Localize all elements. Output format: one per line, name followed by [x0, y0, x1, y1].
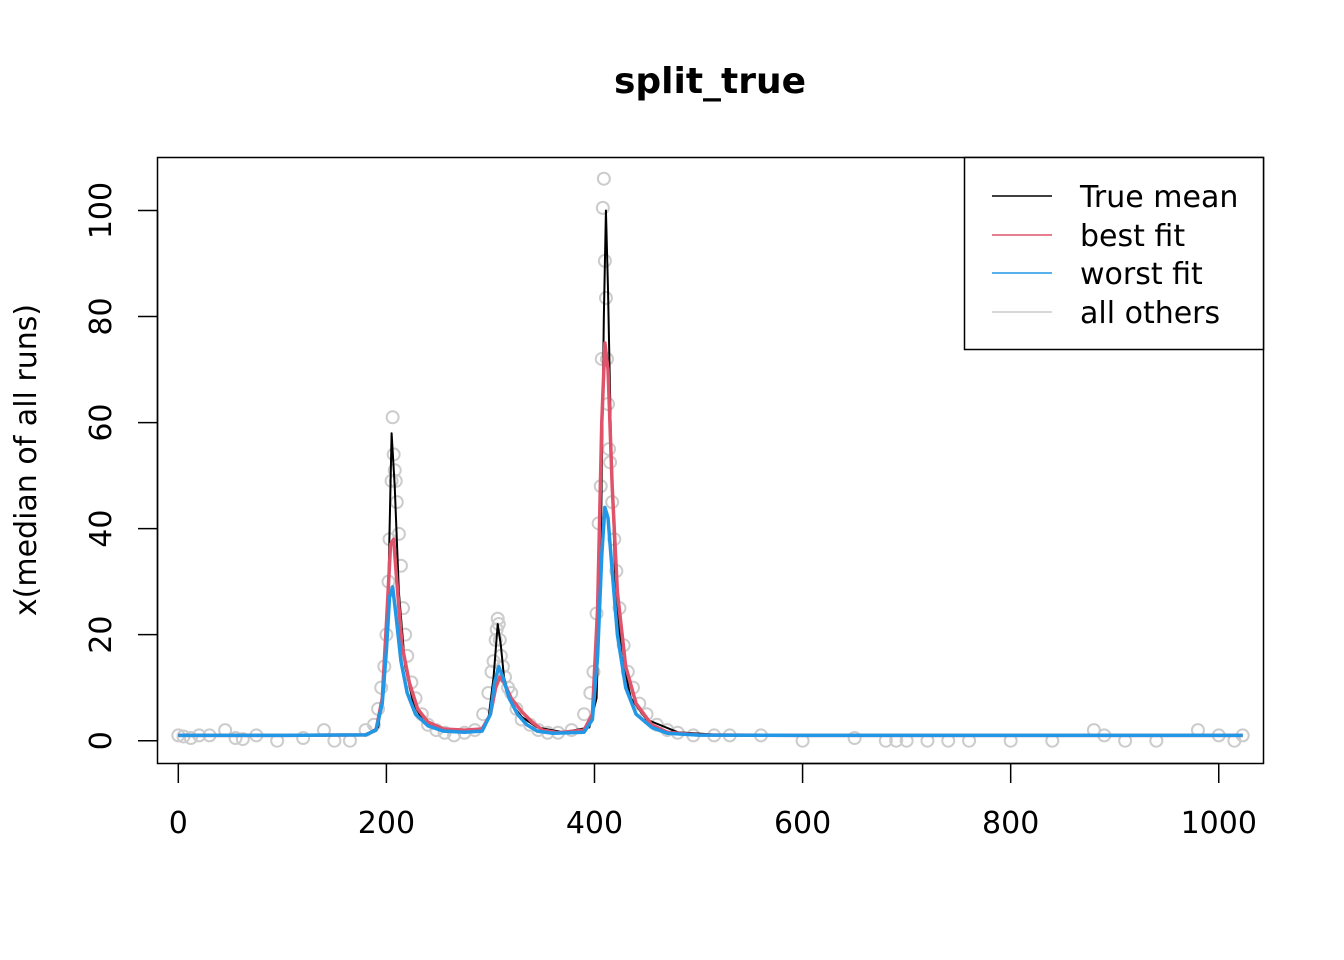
legend-label-true-mean: True mean — [1079, 180, 1238, 215]
y-tick-label: 100 — [84, 182, 119, 239]
all-others-point — [577, 707, 592, 722]
all-others-point — [595, 200, 610, 215]
y-tick-label: 20 — [84, 616, 119, 654]
x-tick-label: 0 — [169, 806, 188, 841]
all-others-point — [235, 732, 250, 747]
x-tick-label: 1000 — [1181, 806, 1257, 841]
all-others-point — [228, 731, 243, 746]
y-axis-label: x(median of all runs) — [9, 304, 44, 616]
series-line-worst-fit — [178, 505, 1243, 738]
legend-label-best-fit: best fit — [1080, 219, 1185, 254]
chart-title: split_true — [614, 61, 806, 102]
all-others-point — [596, 171, 611, 186]
x-tick-label: 200 — [358, 806, 415, 841]
series-line-best-fit — [178, 341, 1243, 738]
legend: True mean best fit worst fit all others — [963, 156, 1265, 351]
all-others-point — [396, 601, 411, 616]
y-tick-label: 40 — [84, 510, 119, 548]
legend-label-worst-fit: worst fit — [1080, 257, 1203, 292]
y-tick-label: 80 — [84, 297, 119, 335]
legend-label-all-others: all others — [1080, 296, 1220, 331]
x-tick-label: 400 — [566, 806, 623, 841]
all-others-point — [598, 290, 613, 305]
all-others-point — [183, 731, 198, 746]
series-lines — [178, 209, 1243, 738]
legend-box — [963, 156, 1265, 351]
x-tick-label: 600 — [774, 806, 831, 841]
all-others-point — [847, 731, 862, 746]
y-tick-label: 60 — [84, 403, 119, 441]
all-others-point — [385, 410, 400, 425]
all-others-point — [391, 526, 406, 541]
y-tick-label: 0 — [84, 731, 119, 750]
y-axis: 0 20 40 60 80 100 — [84, 182, 159, 750]
all-others-point — [389, 495, 404, 510]
x-tick-label: 800 — [982, 806, 1039, 841]
x-axis: 0 200 400 600 800 1000 — [169, 762, 1257, 841]
all-others-point — [296, 731, 311, 746]
